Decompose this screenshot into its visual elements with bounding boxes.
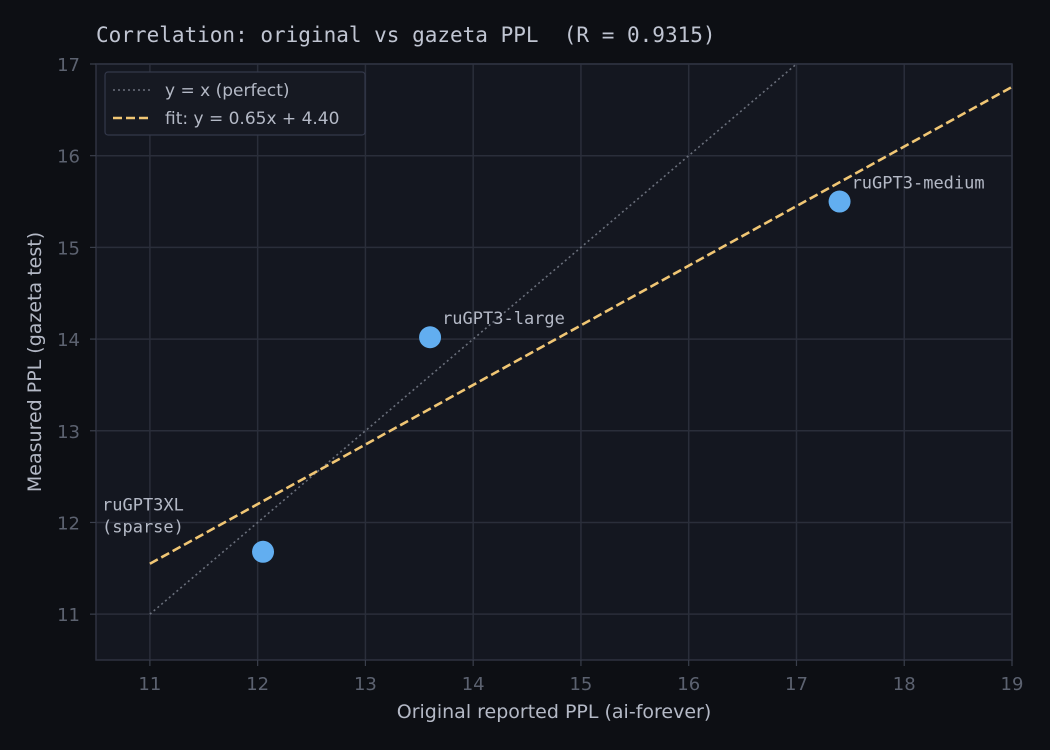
reference-line	[149, 63, 797, 615]
x-tick-label: 18	[893, 674, 916, 695]
y-tick-label: 16	[57, 147, 80, 168]
point-label: ruGPT3-medium	[852, 174, 985, 194]
data-point	[252, 540, 275, 563]
point-label: ruGPT3XL (sparse)	[102, 495, 184, 537]
point-label-line: ruGPT3-large	[442, 309, 565, 329]
y-tick-label: 15	[57, 238, 80, 259]
data-point	[828, 190, 851, 213]
x-tick-label: 14	[462, 674, 485, 695]
x-tick-label: 17	[785, 674, 808, 695]
y-tick-label: 12	[57, 513, 80, 534]
fit-line	[149, 85, 1013, 565]
plot-area: 11 12 13 14 15 16 17 18 19 11 12 13 14 15 16 17 ruGPT3XL…	[57, 55, 1023, 695]
plot-frame	[95, 63, 1013, 661]
x-tick-label: 11	[138, 674, 161, 695]
x-tick-label: 15	[569, 674, 592, 695]
y-tick-label: 17	[57, 55, 80, 76]
point-label-line: (sparse)	[102, 517, 184, 537]
point-label: ruGPT3-large	[442, 309, 565, 329]
point-label-line: ruGPT3-medium	[852, 174, 985, 194]
x-tick-label: 13	[354, 674, 377, 695]
y-tick-label: 13	[57, 422, 80, 443]
data-point	[419, 326, 442, 349]
point-label-line: ruGPT3XL	[102, 495, 184, 515]
plot-background	[96, 64, 1012, 660]
x-tick-label: 16	[677, 674, 700, 695]
x-axis-label: Original reported PPL (ai-forever)	[397, 701, 712, 723]
x-tick-label: 19	[1001, 674, 1024, 695]
legend-box	[104, 71, 366, 136]
y-axis-label: Measured PPL (gazeta test)	[24, 232, 46, 492]
chart-title: Correlation: original vs gazeta PPL (R =…	[96, 23, 716, 47]
legend-label-reference: y = x (perfect)	[165, 81, 290, 101]
legend-label-fit: fit: y = 0.65x + 4.40	[165, 109, 339, 129]
x-tick-label: 12	[246, 674, 269, 695]
y-tick-label: 14	[57, 330, 80, 351]
y-tick-label: 11	[57, 605, 80, 626]
